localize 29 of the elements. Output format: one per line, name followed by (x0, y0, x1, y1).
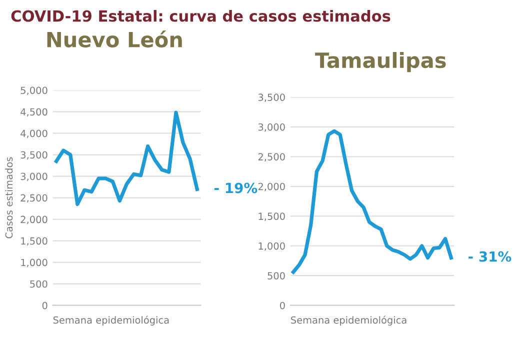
line-series (54, 110, 199, 206)
y-tick-label: 3,500 (20, 151, 48, 160)
text: - 19% (214, 182, 258, 194)
y-tick-label: 1,000 (258, 242, 285, 251)
y-tick-label: 0 (280, 302, 285, 310)
chart-subtitle: Tamaulipas (315, 52, 446, 72)
y-tick-label: 2,500 (258, 153, 285, 162)
y-tick-label: 1,500 (21, 237, 48, 246)
x-axis-title: Semana epidemiológica (53, 316, 169, 326)
y-tick-label: 4,500 (20, 108, 48, 117)
y-tick-label: 1,500 (258, 212, 285, 221)
chart-title: COVID-19 Estatal: curva de casos estimados (11, 10, 390, 22)
y-tick-label: 4,000 (20, 130, 48, 138)
y-tick-label: 0 (42, 302, 48, 310)
y-tick-label: 1,000 (21, 258, 48, 268)
x-axis-title: Semana epidemiológica (291, 316, 406, 326)
y-tick-label: 3,000 (20, 172, 48, 182)
y-tick-label: 5,000 (20, 86, 48, 96)
y-tick-label: 2,000 (20, 216, 48, 224)
y-tick-label: 2,000 (258, 182, 285, 192)
y-tick-label: 500 (268, 272, 285, 280)
y-axis-title: Casos estimados (5, 157, 13, 238)
line-series (292, 129, 453, 274)
chart-subtitle: Nuevo León (47, 30, 182, 48)
text: - 31% (468, 251, 512, 262)
y-tick-label: 2,500 (20, 194, 48, 203)
y-tick-label: 3,500 (258, 94, 285, 102)
y-tick-label: 3,000 (258, 123, 285, 132)
y-tick-label: 500 (30, 280, 48, 288)
